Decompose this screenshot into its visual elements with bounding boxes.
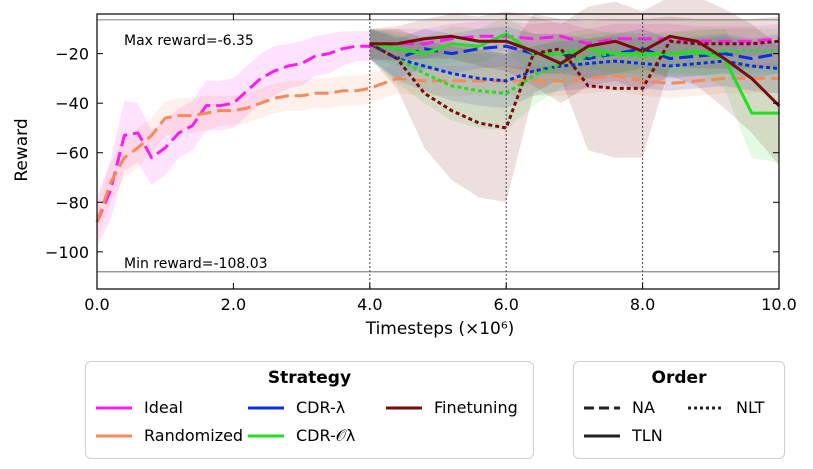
y-tick-label: −60	[55, 144, 89, 163]
strategy-legend: Strategy Ideal Randomized CDR-λ CDR-𝒪λ F…	[85, 361, 534, 459]
x-tick-label: 2.0	[221, 295, 246, 314]
ref-label-max: Max reward=-6.35	[124, 33, 254, 49]
legend-swatch-nlt	[688, 406, 724, 409]
x-tick-label: 0.0	[84, 295, 109, 314]
line-randomized	[95, 74, 779, 223]
legend-swatch-tln	[584, 434, 620, 437]
legend-item-na: NA	[582, 398, 655, 417]
y-axis-label: Reward	[12, 118, 32, 181]
x-tick-label: 6.0	[493, 295, 518, 314]
legend-item-randomized: Randomized	[94, 426, 243, 445]
legend-item-cdr-o-lambda: CDR-𝒪λ	[246, 426, 355, 446]
legend-swatch-na	[584, 406, 620, 409]
legend-item-finetuning: Finetuning	[384, 398, 518, 417]
legend-item-tln: TLN	[582, 426, 663, 445]
legend-item-ideal: Ideal	[94, 398, 183, 417]
legend-label-cdr-lambda: CDR-λ	[296, 398, 346, 417]
legend-label-randomized: Randomized	[144, 426, 244, 445]
band-randomized	[97, 61, 779, 242]
legend-swatch-cdr-o-lambda	[248, 434, 284, 438]
line-ideal	[95, 34, 780, 223]
reference-lines	[97, 14, 779, 289]
y-tick-label: −20	[55, 45, 89, 64]
x-tick-label: 4.0	[357, 295, 382, 314]
band-ideal	[97, 21, 779, 247]
legend-label-finetuning: Finetuning	[434, 398, 518, 417]
line-finetuning-tln	[369, 34, 781, 107]
legend-label-tln: TLN	[632, 426, 663, 445]
plot-frame	[96, 13, 780, 290]
line-cdr-o-nlt	[369, 42, 779, 95]
order-legend: Order NA NLT TLN	[573, 361, 785, 459]
legend-item-nlt: NLT	[686, 398, 764, 417]
x-axis-label: Timesteps (×10⁶)	[365, 319, 515, 339]
strategy-legend-title: Strategy	[267, 368, 352, 388]
line-cdr-nlt	[369, 42, 780, 83]
legend-label-nlt: NLT	[736, 398, 765, 417]
legend-label-na: NA	[632, 398, 655, 417]
legend-label-ideal: Ideal	[144, 398, 183, 417]
line-finetuning-nlt	[369, 39, 780, 130]
y-tick-label: −100	[45, 243, 89, 262]
y-tick-label: −40	[55, 94, 89, 113]
legend-item-cdr-lambda: CDR-λ	[246, 398, 345, 417]
order-legend-title: Order	[651, 368, 707, 388]
line-cdr-o-tln	[369, 32, 779, 115]
axes: 0.0 2.0 4.0 6.0 8.0 10.0 −20 −40 −60 −80 −100	[45, 13, 797, 314]
x-tick-label: 8.0	[630, 295, 655, 314]
legend-swatch-randomized	[96, 434, 132, 437]
legend-swatch-finetuning	[386, 406, 422, 409]
ref-label-min: Min reward=-108.03	[124, 256, 268, 272]
y-tick-label: −80	[55, 193, 89, 212]
x-tick-label: 10.0	[761, 295, 797, 314]
series-lines	[95, 32, 781, 223]
legend-swatch-ideal	[96, 406, 132, 409]
legend-swatch-cdr-lambda	[248, 406, 284, 409]
legend-label-cdr-o-lambda: CDR-𝒪λ	[296, 426, 356, 445]
band-finetuning-nlt	[369, 14, 779, 203]
